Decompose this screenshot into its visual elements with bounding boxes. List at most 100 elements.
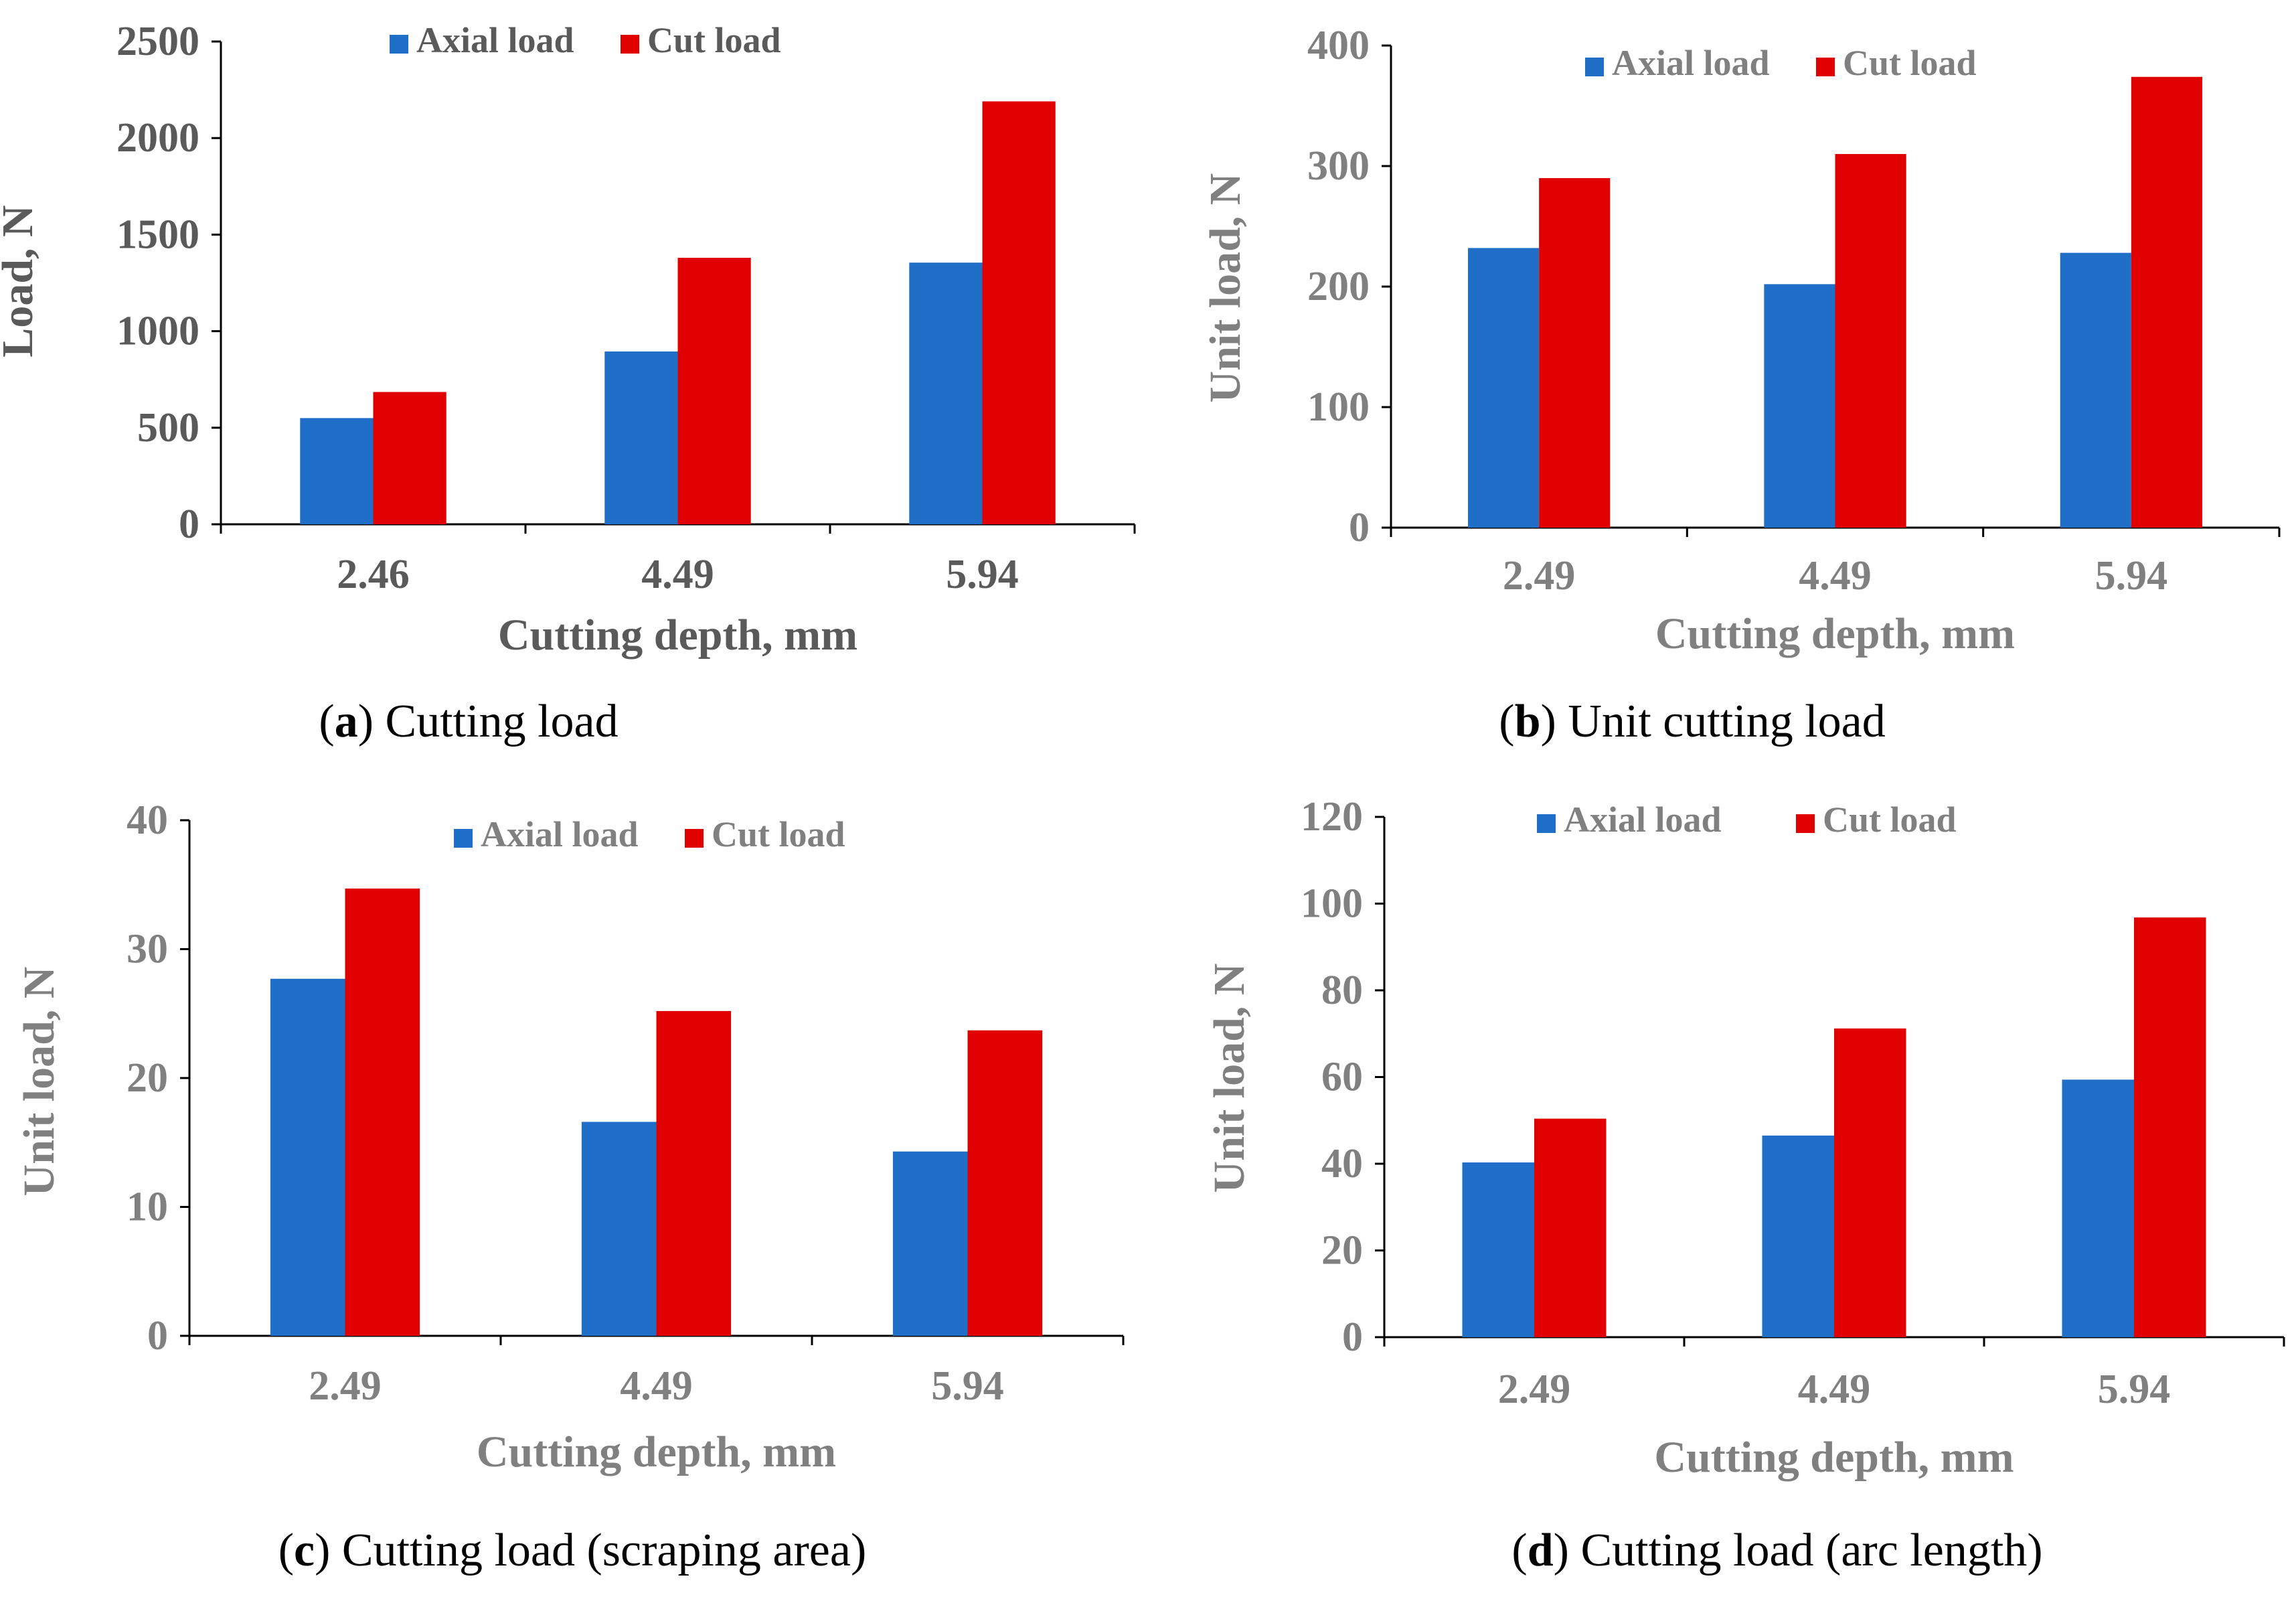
- caption-paren-open: (: [278, 1525, 294, 1576]
- bar-axial-5.94: [892, 1151, 968, 1336]
- x-category-label: 4.49: [1799, 553, 1872, 599]
- chart-panel-c: 0 10 20 30 40 2.49 4.49 5.94 Cutting depth, mm Un…: [15, 797, 1125, 1576]
- caption-text: Cutting load (arc length): [1580, 1525, 2042, 1576]
- bar-cut-4.49: [1834, 1028, 1906, 1337]
- legend-swatch-axial: [1585, 58, 1604, 76]
- caption-paren-close: ): [1541, 696, 1568, 747]
- caption-paren-open: (: [319, 696, 334, 747]
- caption-paren-close: ): [1554, 1525, 1581, 1576]
- y-tick-label: 0: [1342, 1314, 1363, 1360]
- x-axis-title: Cutting depth, mm: [1654, 1433, 2014, 1482]
- y-tick-label: 300: [1307, 143, 1370, 189]
- x-category-label: 4.49: [1798, 1367, 1871, 1412]
- panel-caption: (d) Cutting load (arc length): [1511, 1525, 2042, 1576]
- x-category-label: 4.49: [620, 1363, 693, 1409]
- bar-axial-4.49: [604, 351, 678, 524]
- bar-axial-2.49: [270, 978, 345, 1336]
- legend-swatch-cut: [685, 829, 704, 848]
- legend-swatch-cut: [1816, 58, 1835, 76]
- bar-axial-2.46: [300, 418, 374, 524]
- caption-letter: b: [1515, 696, 1541, 747]
- caption-paren-open: (: [1499, 696, 1514, 747]
- y-tick-label: 2500: [116, 19, 199, 64]
- chart-panel-d: 0 20 40 60 80 100 120 2.49 4.49 5.94 Cutting depth…: [1205, 794, 2285, 1576]
- y-tick-label: 400: [1307, 23, 1370, 68]
- legend-label-cut: Cut load: [647, 20, 781, 60]
- legend-swatch-cut: [621, 35, 639, 54]
- y-tick-label: 40: [127, 797, 168, 843]
- y-tick-label: 100: [1307, 384, 1370, 430]
- y-axis-title: Unit load, N: [1205, 964, 1254, 1193]
- legend-label-axial: Axial load: [1612, 43, 1770, 83]
- bar-cut-2.46: [373, 392, 446, 524]
- caption-text: Cutting load: [386, 696, 619, 747]
- caption-letter: c: [294, 1525, 315, 1576]
- legend-label-cut: Cut load: [1843, 43, 1977, 83]
- bar-cut-4.49: [1835, 154, 1906, 528]
- y-tick-label: 0: [147, 1313, 168, 1359]
- bar-cut-5.94: [2131, 76, 2202, 528]
- bar-cut-4.49: [656, 1010, 732, 1336]
- x-category-label: 2.49: [1498, 1367, 1571, 1412]
- x-category-label: 5.94: [2095, 553, 2168, 599]
- caption-letter: d: [1528, 1525, 1554, 1576]
- x-axis-title: Cutting depth, mm: [477, 1428, 836, 1476]
- x-category-label: 4.49: [641, 552, 714, 597]
- legend-swatch-axial: [390, 35, 408, 54]
- y-tick-label: 20: [127, 1055, 168, 1101]
- bar-cut-5.94: [967, 1030, 1043, 1336]
- legend-swatch-cut: [1796, 814, 1815, 833]
- y-tick-label: 1500: [116, 212, 199, 257]
- y-tick-label: 0: [179, 502, 199, 547]
- caption-paren-open: (: [1511, 1525, 1527, 1576]
- legend-label-axial: Axial load: [416, 20, 574, 60]
- y-tick-label: 500: [137, 405, 199, 451]
- x-axis-title: Cutting depth, mm: [1655, 609, 2015, 658]
- bar-cut-2.49: [1539, 178, 1611, 528]
- bar-axial-2.49: [1468, 248, 1540, 528]
- y-tick-label: 10: [127, 1184, 168, 1230]
- x-category-label: 5.94: [931, 1363, 1004, 1409]
- y-tick-label: 80: [1321, 968, 1363, 1013]
- bar-axial-5.94: [2060, 252, 2131, 528]
- y-tick-label: 30: [127, 927, 168, 972]
- caption-paren-close: ): [358, 696, 386, 747]
- caption-letter: a: [335, 696, 358, 747]
- bar-cut-4.49: [677, 258, 751, 524]
- bar-axial-5.94: [909, 262, 983, 524]
- x-category-label: 5.94: [2098, 1367, 2171, 1412]
- y-axis-title: Load, N: [0, 205, 42, 357]
- y-tick-label: 40: [1321, 1141, 1363, 1187]
- bar-axial-5.94: [2062, 1079, 2134, 1337]
- y-axis-title: Unit load, N: [15, 967, 64, 1197]
- y-tick-label: 60: [1321, 1055, 1363, 1100]
- caption-text: Cutting load (scraping area): [342, 1525, 866, 1576]
- x-category-label: 2.49: [309, 1363, 382, 1409]
- y-tick-label: 2000: [116, 115, 199, 161]
- legend-swatch-axial: [454, 829, 473, 848]
- legend-label-cut: Cut load: [712, 814, 845, 854]
- legend-label-cut: Cut load: [1823, 799, 1957, 840]
- bar-cut-2.49: [345, 889, 420, 1336]
- bar-axial-4.49: [581, 1122, 657, 1336]
- chart-panel-a: 0 500 1000 1500 2000 2500 2.46 4.49 5.94 Cutting …: [0, 19, 1136, 747]
- panel-caption: (b) Unit cutting load: [1499, 696, 1885, 747]
- y-tick-label: 1000: [116, 309, 199, 354]
- legend-swatch-axial: [1537, 814, 1556, 833]
- legend-label-axial: Axial load: [1564, 799, 1722, 840]
- bar-axial-2.49: [1462, 1162, 1534, 1337]
- y-tick-label: 200: [1307, 264, 1370, 309]
- x-category-label: 2.49: [1503, 553, 1576, 599]
- x-category-label: 2.46: [337, 552, 410, 597]
- y-tick-label: 120: [1301, 794, 1363, 840]
- caption-paren-close: ): [315, 1525, 342, 1576]
- bar-cut-2.49: [1534, 1118, 1607, 1337]
- bar-axial-4.49: [1762, 1135, 1834, 1337]
- bar-cut-5.94: [2134, 917, 2206, 1337]
- panel-caption: (c) Cutting load (scraping area): [278, 1525, 867, 1576]
- bar-axial-4.49: [1764, 284, 1835, 528]
- y-tick-label: 20: [1321, 1228, 1363, 1274]
- chart-panel-b: 0 100 200 300 400 2.49 4.49 5.94 Cutting depth, …: [1201, 23, 2281, 747]
- legend-label-axial: Axial load: [481, 814, 639, 854]
